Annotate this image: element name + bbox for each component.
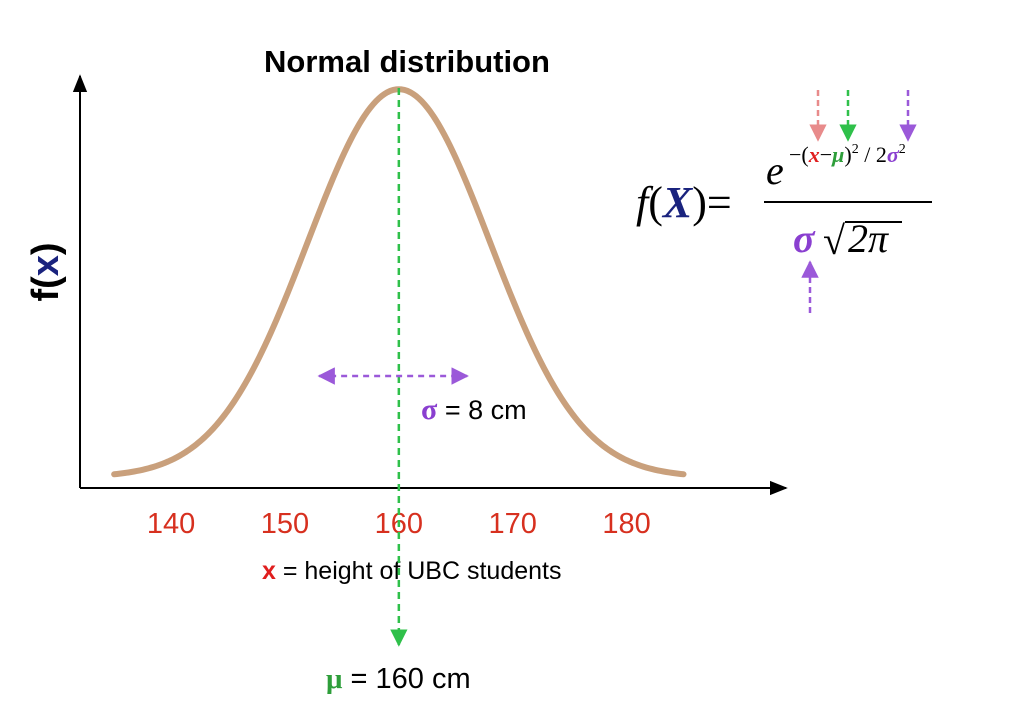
exp-square: 2 [852, 142, 859, 157]
exp-over-2: / 2 [859, 142, 887, 167]
formula-den-arg: 2π [848, 216, 889, 261]
x-tick-label-140: 140 [147, 508, 195, 540]
x-tick-label-150: 150 [261, 508, 309, 540]
exp-mu: μ [831, 142, 844, 167]
x-axis-caption-text: = height of UBC students [276, 557, 562, 585]
sigma-text: = 8 cm [437, 395, 526, 425]
x-axis-caption: x = height of UBC students [262, 557, 562, 585]
exp-x: x [808, 142, 820, 167]
formula-X: X [661, 178, 694, 227]
formula-open-paren: ( [648, 178, 663, 227]
formula-lhs: f(X)= [636, 178, 732, 227]
normal-pdf-formula: f(X)= e −(x−μ)2 / 2σ2 σ √ 2π [636, 90, 932, 313]
y-axis-label-var: x [25, 255, 67, 276]
exp-open: −( [789, 142, 809, 167]
exp-sigma: σ [887, 142, 900, 167]
formula-sqrt: √ [823, 218, 845, 263]
mu-label: μ = 160 cm [326, 663, 471, 695]
x-tick-label-170: 170 [489, 508, 537, 540]
exp-minus: − [820, 142, 832, 167]
formula-close-paren: ) [692, 178, 707, 227]
formula-den-sigma: σ [793, 216, 816, 261]
chart-title: Normal distribution [264, 44, 550, 79]
x-tick-label-180: 180 [602, 508, 650, 540]
formula-e: e [766, 148, 784, 193]
y-axis-label: f(x) [25, 242, 67, 301]
sigma-label: σ = 8 cm [421, 393, 527, 426]
y-axis-label-prefix: f( [25, 276, 67, 302]
exp-sigma-square: 2 [899, 142, 906, 157]
mu-text: = 160 cm [342, 663, 470, 695]
exp-close: ) [844, 142, 851, 167]
formula-exponent: −(x−μ)2 / 2σ2 [789, 142, 906, 167]
sigma-symbol: σ [421, 393, 438, 426]
x-axis-caption-var: x [262, 557, 276, 585]
y-axis-label-suffix: ) [25, 242, 67, 255]
formula-equals: = [707, 178, 732, 227]
mu-symbol: μ [326, 663, 343, 695]
